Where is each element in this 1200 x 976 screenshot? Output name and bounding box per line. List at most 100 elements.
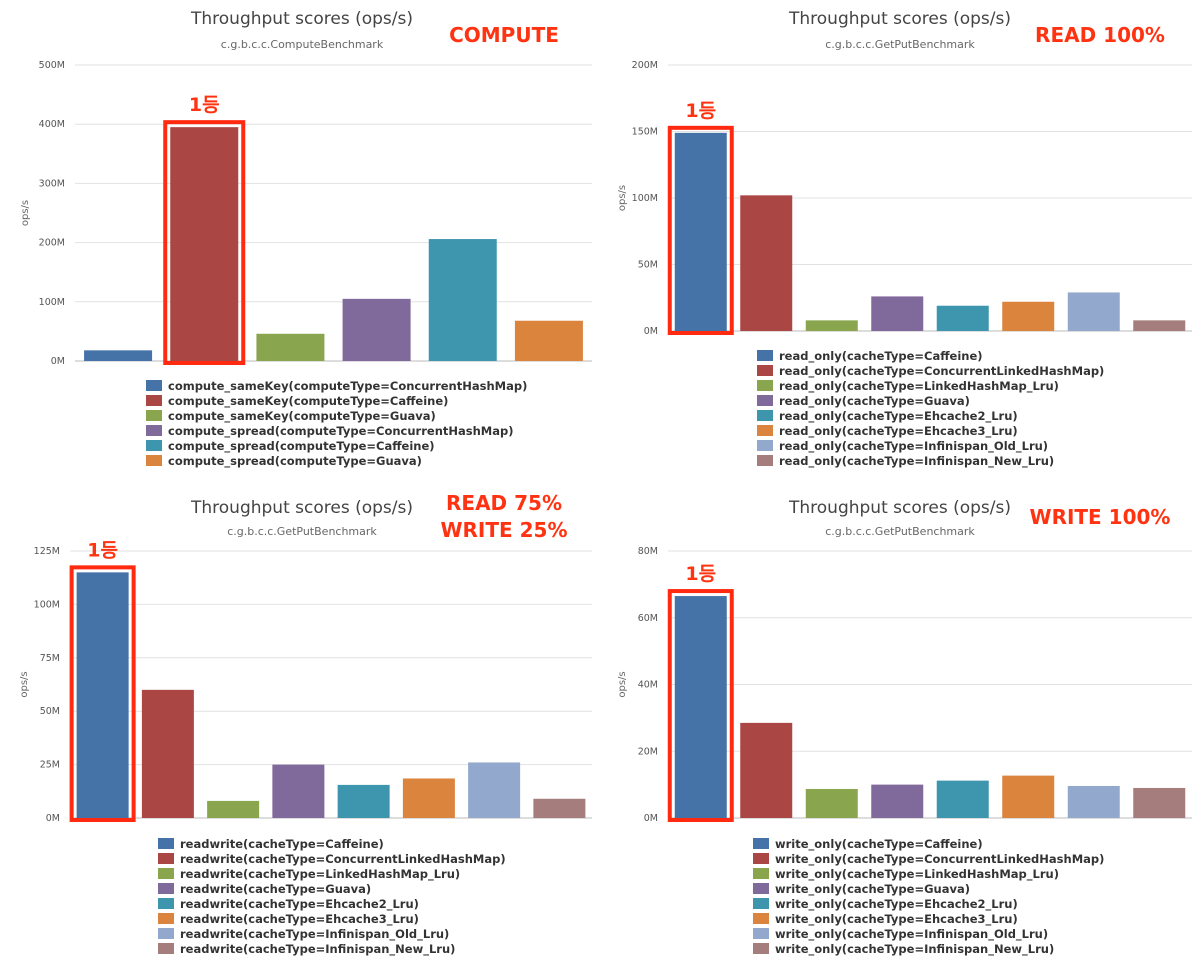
legend-label: read_only(cacheType=Ehcache2_Lru) bbox=[779, 409, 1018, 424]
legend-item[interactable]: readwrite(cacheType=ConcurrentLinkedHash… bbox=[158, 852, 506, 866]
y-tick-label: 100M bbox=[39, 297, 65, 308]
bar: compute_spread(computeType=Guava): 68M o… bbox=[514, 320, 583, 361]
legend-swatch bbox=[158, 898, 174, 909]
legend-item[interactable]: readwrite(cacheType=Infinispan_New_Lru) bbox=[158, 942, 455, 957]
legend-item[interactable]: read_only(cacheType=Ehcache3_Lru) bbox=[757, 424, 1018, 439]
legend-item[interactable]: read_only(cacheType=Guava) bbox=[757, 394, 970, 409]
legend-swatch bbox=[158, 838, 174, 849]
legend-item[interactable]: write_only(cacheType=ConcurrentLinkedHas… bbox=[753, 852, 1104, 867]
workload-annotation: READ 75% bbox=[446, 491, 562, 515]
legend-item[interactable]: readwrite(cacheType=Ehcache2_Lru) bbox=[158, 897, 419, 912]
bar: compute_sameKey(computeType=ConcurrentHa… bbox=[84, 350, 153, 361]
chart-read-only: Throughput scores (ops/s) c.g.b.c.c.GetPu… bbox=[600, 0, 1200, 488]
legend-item[interactable]: write_only(cacheType=Guava) bbox=[753, 882, 970, 897]
legend-label: write_only(cacheType=ConcurrentLinkedHas… bbox=[775, 852, 1104, 867]
y-tick-label: 0M bbox=[51, 356, 65, 367]
legend-label: compute_sameKey(computeType=Guava) bbox=[168, 409, 436, 424]
legend-label: read_only(cacheType=Ehcache3_Lru) bbox=[779, 424, 1018, 439]
legend-item[interactable]: read_only(cacheType=Infinispan_Old_Lru) bbox=[757, 439, 1048, 454]
legend-label: read_only(cacheType=ConcurrentLinkedHash… bbox=[779, 364, 1104, 379]
bar: read_only(cacheType=Ehcache3_Lru): 22M o… bbox=[1002, 301, 1055, 331]
legend-item[interactable]: compute_spread(computeType=Guava) bbox=[146, 454, 422, 469]
bar: compute_sameKey(computeType=Caffeine): 3… bbox=[170, 127, 239, 361]
legend-swatch bbox=[753, 883, 769, 894]
y-tick-label: 0M bbox=[644, 813, 658, 824]
workload-annotation: WRITE 100% bbox=[1030, 505, 1171, 529]
legend-item[interactable]: readwrite(cacheType=LinkedHashMap_Lru) bbox=[158, 867, 460, 882]
bar: write_only(cacheType=Caffeine): 66.5M op… bbox=[674, 596, 727, 818]
legend-swatch bbox=[753, 853, 769, 864]
legend-label: compute_spread(computeType=Caffeine) bbox=[168, 439, 435, 454]
legend-item[interactable]: compute_sameKey(computeType=ConcurrentHa… bbox=[146, 379, 527, 394]
bar: readwrite(cacheType=Infinispan_New_Lru):… bbox=[533, 798, 586, 818]
legend-item[interactable]: readwrite(cacheType=Ehcache3_Lru) bbox=[158, 912, 419, 927]
chart-title: Throughput scores (ops/s) bbox=[788, 9, 1011, 29]
legend-swatch bbox=[146, 410, 162, 421]
legend-swatch bbox=[146, 380, 162, 391]
legend-item[interactable]: read_only(cacheType=Caffeine) bbox=[757, 349, 983, 364]
legend-item[interactable]: readwrite(cacheType=Caffeine) bbox=[158, 837, 384, 851]
legend-swatch bbox=[146, 455, 162, 466]
legend-item[interactable]: compute_spread(computeType=Caffeine) bbox=[146, 439, 435, 454]
legend-label: read_only(cacheType=Infinispan_New_Lru) bbox=[779, 454, 1054, 469]
chart-title: Throughput scores (ops/s) bbox=[788, 498, 1011, 518]
legend-item[interactable]: read_only(cacheType=Infinispan_New_Lru) bbox=[757, 454, 1054, 469]
chart-readwrite: Throughput scores (ops/s) c.g.b.c.c.GetPu… bbox=[0, 488, 600, 976]
legend-label: compute_spread(computeType=Guava) bbox=[168, 454, 422, 469]
legend-label: readwrite(cacheType=Ehcache2_Lru) bbox=[180, 897, 419, 912]
legend-label: write_only(cacheType=Guava) bbox=[775, 882, 970, 897]
legend-item[interactable]: compute_spread(computeType=ConcurrentHas… bbox=[146, 424, 514, 439]
legend-swatch bbox=[753, 943, 769, 954]
legend-item[interactable]: readwrite(cacheType=Infinispan_Old_Lru) bbox=[158, 927, 449, 942]
legend-item[interactable]: compute_sameKey(computeType=Guava) bbox=[146, 409, 436, 424]
legend-item[interactable]: write_only(cacheType=Caffeine) bbox=[753, 837, 983, 852]
y-tick-label: 500M bbox=[39, 60, 65, 71]
legend-label: read_only(cacheType=Infinispan_Old_Lru) bbox=[779, 439, 1048, 454]
bar: readwrite(cacheType=LinkedHashMap_Lru): … bbox=[207, 800, 260, 818]
legend-swatch bbox=[757, 350, 773, 361]
legend-item[interactable]: read_only(cacheType=ConcurrentLinkedHash… bbox=[757, 364, 1104, 379]
highlight-box bbox=[667, 125, 734, 335]
chart-title: Throughput scores (ops/s) bbox=[190, 498, 413, 518]
rank-label: 1등 bbox=[189, 94, 220, 116]
chart-subtitle: c.g.b.c.c.GetPutBenchmark bbox=[227, 525, 377, 538]
legend-label: readwrite(cacheType=Infinispan_Old_Lru) bbox=[180, 927, 449, 942]
bar: readwrite(cacheType=Infinispan_Old_Lru):… bbox=[468, 762, 521, 818]
legend-swatch bbox=[757, 455, 773, 466]
legend-item[interactable]: write_only(cacheType=Infinispan_New_Lru) bbox=[753, 942, 1054, 957]
legend-swatch bbox=[158, 943, 174, 954]
legend-swatch bbox=[757, 440, 773, 451]
legend-label: write_only(cacheType=Infinispan_New_Lru) bbox=[775, 942, 1054, 957]
chart-subtitle: c.g.b.c.c.ComputeBenchmark bbox=[221, 38, 384, 51]
y-tick-label: 50M bbox=[40, 706, 60, 717]
legend-item[interactable]: write_only(cacheType=LinkedHashMap_Lru) bbox=[753, 867, 1059, 882]
legend-swatch bbox=[753, 838, 769, 849]
legend-swatch bbox=[158, 913, 174, 924]
legend-swatch bbox=[753, 913, 769, 924]
legend-item[interactable]: write_only(cacheType=Ehcache2_Lru) bbox=[753, 897, 1018, 912]
legend-swatch bbox=[158, 928, 174, 939]
legend-item[interactable]: read_only(cacheType=LinkedHashMap_Lru) bbox=[757, 379, 1059, 394]
legend-label: compute_spread(computeType=ConcurrentHas… bbox=[168, 424, 514, 439]
bar: write_only(cacheType=ConcurrentLinkedHas… bbox=[740, 722, 793, 818]
legend-item[interactable]: write_only(cacheType=Infinispan_Old_Lru) bbox=[753, 927, 1048, 942]
workload-annotation: WRITE 25% bbox=[440, 518, 567, 542]
y-axis-label: ops/s bbox=[617, 671, 628, 697]
bar: readwrite(cacheType=Ehcache3_Lru): 18.5M… bbox=[402, 778, 455, 818]
chart-subtitle: c.g.b.c.c.GetPutBenchmark bbox=[825, 525, 975, 538]
legend-swatch bbox=[146, 395, 162, 406]
legend-label: read_only(cacheType=Caffeine) bbox=[779, 349, 983, 364]
legend-item[interactable]: readwrite(cacheType=Guava) bbox=[158, 882, 371, 896]
legend-swatch bbox=[757, 410, 773, 421]
legend-item[interactable]: compute_sameKey(computeType=Caffeine) bbox=[146, 394, 448, 409]
y-tick-label: 80M bbox=[638, 546, 658, 557]
chart-title: Throughput scores (ops/s) bbox=[190, 9, 413, 29]
highlight-box bbox=[163, 120, 246, 365]
legend-item[interactable]: read_only(cacheType=Ehcache2_Lru) bbox=[757, 409, 1018, 424]
legend-item[interactable]: write_only(cacheType=Ehcache3_Lru) bbox=[753, 912, 1018, 927]
rank-label: 1등 bbox=[685, 100, 716, 122]
y-tick-label: 200M bbox=[632, 60, 658, 71]
bar: write_only(cacheType=Ehcache3_Lru): 12.7… bbox=[1002, 775, 1055, 818]
workload-annotation: COMPUTE bbox=[449, 23, 559, 47]
legend-label: read_only(cacheType=Guava) bbox=[779, 394, 970, 409]
